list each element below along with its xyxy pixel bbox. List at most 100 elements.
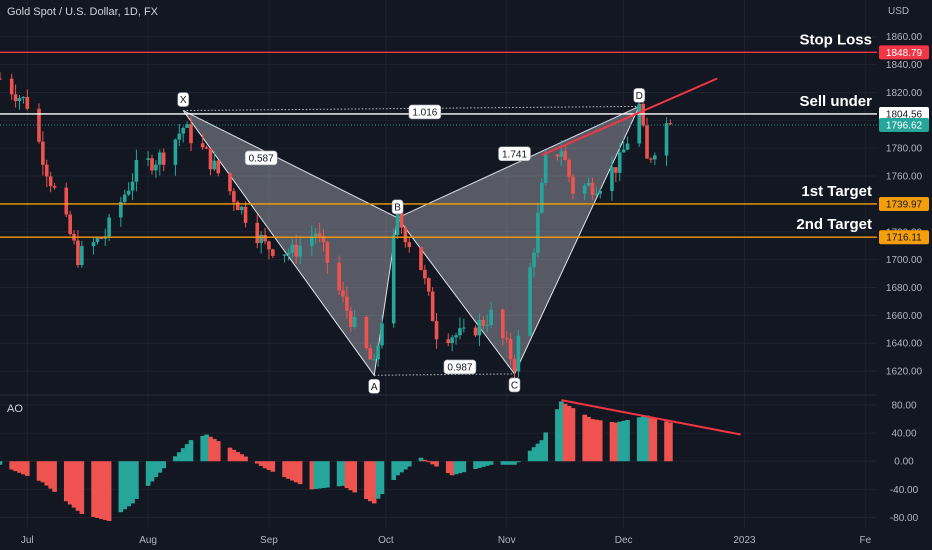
- ao-bar: [126, 461, 131, 507]
- candle-body: [481, 319, 486, 326]
- ao-bar: [91, 461, 96, 517]
- candle-body: [403, 227, 408, 243]
- candle-body: [41, 141, 45, 165]
- ao-bar: [399, 461, 404, 473]
- candle-body: [501, 309, 505, 339]
- ao-bar: [270, 461, 276, 472]
- ratio-label: 0.587: [249, 153, 274, 164]
- candle-body: [528, 267, 532, 336]
- ao-bar: [157, 461, 163, 473]
- candle-body: [282, 254, 287, 256]
- ao-bar: [145, 461, 151, 486]
- ao-bar: [590, 419, 595, 462]
- ao-bar: [336, 461, 342, 487]
- candle-body: [21, 96, 26, 99]
- ao-bar: [395, 461, 400, 476]
- ao-bar: [558, 401, 564, 462]
- ao-bar: [367, 461, 373, 502]
- candle-body: [352, 316, 357, 327]
- candle-body: [80, 246, 84, 266]
- candle-body: [516, 335, 521, 372]
- ao-bar: [67, 461, 73, 505]
- ao-bar: [434, 461, 439, 467]
- ao-bar: [321, 461, 326, 489]
- ao-bar: [63, 461, 69, 502]
- candle-body: [146, 158, 150, 160]
- candle-body: [44, 164, 49, 177]
- candle-body: [555, 154, 560, 157]
- ao-bar: [555, 409, 560, 462]
- candle-body: [614, 167, 618, 173]
- candle-body: [317, 233, 322, 237]
- candle-body: [430, 291, 435, 322]
- pattern-point-x-box: [177, 92, 189, 107]
- candle-body: [119, 201, 123, 218]
- time-tick-label: Sep: [260, 535, 278, 546]
- candle-body: [536, 212, 540, 253]
- pattern-point-d-box: [633, 88, 646, 103]
- ao-trendline: [561, 399, 741, 436]
- ao-bar: [208, 436, 213, 462]
- annotations: X A B C D 0.587 1.016 0.987 1.741: [177, 88, 646, 394]
- candle-body: [462, 327, 466, 329]
- ao-bar: [379, 461, 385, 495]
- candle-body: [345, 296, 349, 311]
- ao-bar: [149, 461, 155, 482]
- candle-body: [349, 310, 353, 327]
- second-target-price-tag-bg: [879, 230, 929, 245]
- candle-body: [228, 173, 232, 192]
- ao-bar: [481, 461, 486, 467]
- time-tick-label: 2023: [733, 535, 756, 546]
- ratio-label-box: [244, 150, 278, 166]
- ao-bar: [457, 461, 463, 474]
- pattern-point-c-box: [508, 377, 521, 393]
- second-target-price-tag: 1716.11: [886, 233, 922, 244]
- ao-bar: [391, 461, 396, 480]
- ao-bar: [535, 443, 541, 462]
- candle-body: [563, 151, 567, 160]
- candle-body: [582, 185, 587, 194]
- ao-bar: [625, 419, 630, 462]
- price-tick-label: 1700.00: [886, 255, 923, 266]
- ao-bar: [648, 416, 654, 462]
- ao-bar: [118, 461, 124, 513]
- candle-body: [532, 252, 536, 268]
- ao-bar: [40, 461, 46, 483]
- ao-bar: [508, 461, 513, 465]
- ao-bar: [243, 456, 248, 462]
- candle-body: [64, 187, 69, 215]
- ao-bar: [258, 461, 264, 466]
- ao-tick-label: -40.00: [890, 485, 919, 496]
- ao-bar: [286, 461, 291, 479]
- ao-bar: [461, 461, 467, 473]
- candle-body: [446, 339, 451, 344]
- ao-bar: [52, 461, 57, 492]
- ao-bar: [309, 461, 315, 490]
- candle-body: [407, 242, 412, 248]
- candle-body: [372, 359, 376, 361]
- ao-bar: [668, 422, 673, 462]
- ao-bar: [430, 461, 435, 465]
- ao-bar: [364, 461, 369, 500]
- candle-body: [434, 321, 439, 340]
- candle-body: [645, 125, 649, 159]
- price-tick-label: 1780.00: [886, 144, 923, 155]
- ao-bar: [134, 461, 139, 500]
- ratio-label: 0.987: [447, 362, 472, 373]
- ao-bar: [215, 441, 221, 462]
- candle-body: [664, 123, 669, 156]
- ao-bar: [340, 461, 346, 486]
- candle-body: [150, 158, 154, 171]
- price-tick-label: 1760.00: [886, 172, 923, 183]
- ao-bar: [282, 461, 287, 478]
- harmonic-pattern: [182, 105, 641, 377]
- candle-body: [368, 348, 373, 360]
- ao-bar: [418, 457, 424, 462]
- pattern-point-a-box: [368, 378, 380, 394]
- candle-body: [158, 152, 162, 165]
- candle-body: [668, 123, 673, 125]
- time-tick-label: Aug: [139, 535, 157, 546]
- current-price-tag-bg: [879, 118, 929, 133]
- candle-body: [543, 154, 548, 183]
